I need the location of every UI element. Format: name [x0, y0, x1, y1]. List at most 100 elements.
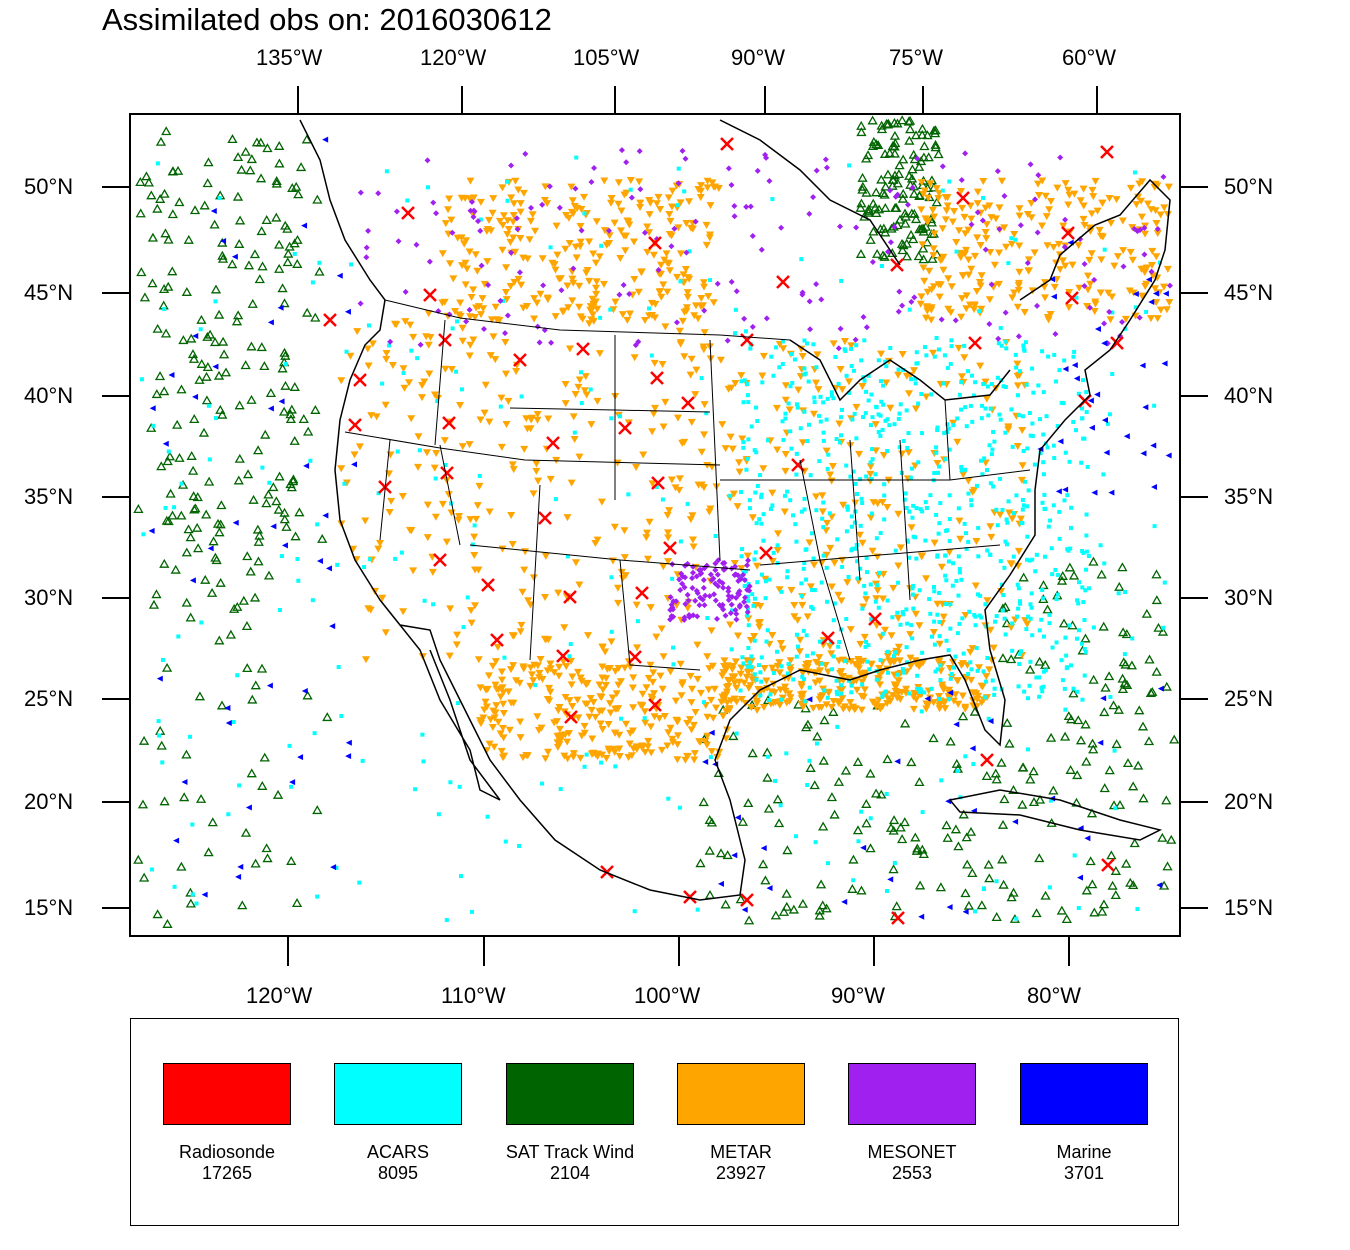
acars-ob [777, 365, 782, 370]
legend-count: 8095 [377, 1163, 419, 1183]
metar-ob [1042, 213, 1051, 221]
mesonet-ob [357, 189, 364, 196]
acars-ob [915, 686, 920, 691]
acars-ob [880, 631, 885, 636]
metar-ob [834, 700, 843, 708]
metar-ob [589, 250, 598, 258]
acars-ob [1130, 636, 1135, 641]
metar-ob [517, 281, 526, 289]
acars-ob [898, 402, 903, 407]
metar-ob [973, 200, 982, 208]
metar-ob [734, 632, 743, 640]
metar-ob [920, 277, 929, 285]
metar-ob [974, 664, 983, 672]
mesonet-ob [813, 281, 820, 288]
metar-ob [499, 700, 508, 708]
acars-ob [701, 700, 706, 705]
acars-ob [1000, 608, 1005, 613]
acars-ob [982, 695, 987, 700]
acars-ob [1043, 668, 1048, 673]
acars-ob [868, 423, 873, 428]
acars-ob [923, 500, 928, 505]
metar-ob [1086, 280, 1095, 288]
sat-wind-ob [247, 298, 258, 308]
acars-ob [1086, 554, 1091, 559]
metar-ob [423, 534, 432, 542]
acars-ob [628, 187, 633, 192]
acars-ob [1041, 460, 1046, 465]
sat-wind-ob [147, 278, 158, 288]
acars-ob [947, 517, 952, 522]
metar-ob [529, 574, 538, 582]
metar-ob [1059, 222, 1068, 230]
sat-wind-ob [162, 919, 173, 928]
acars-ob [172, 505, 177, 510]
metar-ob [930, 539, 939, 547]
sat-wind-ob [898, 188, 909, 198]
metar-ob [923, 307, 932, 315]
acars-ob [749, 664, 754, 669]
metar-ob [972, 287, 981, 295]
acars-ob [810, 588, 815, 593]
acars-ob [998, 417, 1003, 422]
acars-ob [632, 909, 637, 914]
acars-ob [743, 329, 748, 334]
metar-ob [617, 568, 626, 576]
acars-ob [1081, 378, 1086, 383]
metar-ob [639, 451, 648, 459]
marine-ob [741, 906, 748, 913]
sat-wind-ob [855, 249, 867, 258]
metar-ob [559, 307, 568, 315]
sat-wind-ob [888, 815, 900, 825]
sat-wind-ob [208, 536, 219, 546]
acars-ob [505, 198, 510, 203]
sat-wind-ob [201, 395, 213, 405]
acars-ob [226, 812, 231, 817]
metar-ob [526, 664, 535, 672]
acars-ob [806, 379, 811, 384]
sat-wind-ob [815, 879, 827, 889]
sat-wind-ob [139, 872, 150, 882]
metar-ob [967, 265, 976, 273]
acars-ob [425, 185, 430, 190]
metar-ob [875, 681, 884, 689]
acars-ob [962, 343, 967, 348]
sat-wind-ob [262, 143, 273, 153]
metar-ob [568, 673, 577, 681]
metar-ob [497, 394, 506, 402]
metar-ob [630, 276, 639, 284]
metar-ob [923, 303, 932, 311]
mesonet-ob [938, 316, 945, 323]
sat-wind-ob [1086, 808, 1098, 818]
metar-ob [709, 714, 718, 722]
acars-ob [770, 197, 775, 202]
acars-ob [880, 694, 885, 699]
metar-ob [469, 336, 478, 344]
acars-ob [1002, 616, 1007, 621]
acars-ob [267, 480, 272, 485]
metar-ob [425, 370, 434, 378]
metar-ob [526, 682, 535, 690]
sat-wind-ob [291, 181, 302, 191]
sat-wind-ob [242, 469, 254, 479]
sat-wind-ob [199, 200, 210, 210]
acars-ob [565, 554, 570, 559]
sat-wind-ob [908, 234, 919, 244]
metar-ob [656, 205, 665, 213]
sat-wind-ob [286, 482, 297, 492]
metar-ob [546, 475, 555, 483]
sat-wind-ob [873, 204, 885, 214]
metar-ob [512, 677, 521, 685]
acars-ob [810, 531, 815, 536]
mesonet-ob [712, 597, 719, 604]
metar-ob [961, 612, 970, 620]
metar-ob [1153, 315, 1162, 323]
metar-ob [929, 699, 938, 707]
acars-ob [924, 505, 929, 510]
acars-ob [804, 577, 809, 582]
sat-wind-ob [162, 456, 173, 466]
metar-ob [646, 661, 655, 669]
acars-ob [839, 433, 844, 438]
sat-wind-ob [1111, 739, 1122, 749]
radiosonde-ob [868, 612, 882, 626]
